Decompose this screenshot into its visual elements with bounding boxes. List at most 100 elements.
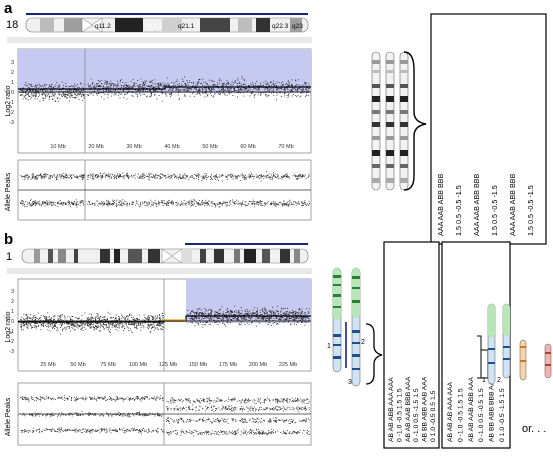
scatter-point (73, 85, 75, 87)
scatter-point (92, 82, 94, 83)
scatter-point (178, 85, 180, 87)
scatter-point (151, 397, 153, 399)
scatter-point (266, 83, 268, 85)
scatter-point (175, 90, 177, 91)
x-tick: 125 Mb (159, 362, 177, 368)
scatter-point (23, 318, 25, 320)
scatter-point (276, 310, 278, 312)
scatter-point (82, 177, 83, 179)
scatter-point (34, 400, 35, 402)
scatter-point (219, 309, 221, 310)
scatter-point (102, 176, 104, 177)
scatter-point (154, 94, 156, 95)
scatter-point (204, 199, 206, 201)
scatter-point (156, 318, 158, 320)
scatter-point (287, 84, 289, 86)
scatter-point (76, 202, 77, 204)
scatter-point (267, 316, 269, 318)
scatter-point (83, 323, 85, 325)
scatter-point (178, 176, 180, 178)
scatter-point (196, 84, 198, 86)
scatter-point (44, 84, 46, 85)
scatter-point (301, 312, 303, 314)
scatter-point (207, 309, 209, 311)
scatter-point (20, 397, 22, 398)
scatter-point (300, 92, 302, 94)
scatter-point (210, 310, 212, 312)
scatter-point (230, 176, 232, 178)
scatter-point (106, 89, 107, 91)
scatter-point (63, 93, 65, 95)
scatter-point (305, 95, 306, 97)
scatter-point (95, 326, 97, 328)
scatter-point (226, 312, 228, 313)
scatter-point (299, 203, 300, 205)
scatter-point (161, 177, 163, 178)
scatter-point (237, 311, 239, 313)
scatter-point (283, 175, 285, 177)
scatter-point (265, 175, 267, 176)
scatter-point (219, 174, 221, 176)
scatter-point (193, 204, 195, 206)
scatter-point (112, 199, 114, 201)
scatter-point (90, 78, 92, 80)
scatter-point (67, 92, 69, 94)
scatter-point (274, 176, 276, 178)
scatter-point (96, 315, 98, 317)
scatter-point (66, 203, 68, 205)
scatter-point (118, 87, 119, 89)
scatter-point (195, 321, 197, 323)
scatter-point (282, 175, 284, 177)
scatter-point (262, 205, 264, 206)
scatter-point (117, 327, 118, 329)
scatter-point (29, 89, 31, 91)
scatter-point (288, 94, 290, 96)
scatter-point (216, 85, 218, 87)
scatter-point (229, 200, 231, 202)
scatter-point (94, 398, 96, 399)
scatter-point (290, 323, 291, 325)
band-label: q23 (292, 23, 303, 30)
scatter-point (287, 177, 289, 178)
scatter-point (308, 87, 310, 89)
scatter-point (111, 177, 112, 179)
scatter-point (22, 323, 24, 325)
scatter-point (295, 317, 297, 319)
scatter-point (301, 312, 303, 314)
scatter-point (26, 324, 28, 325)
scatter-point (95, 318, 96, 320)
scatter-point (43, 315, 44, 317)
scatter-point (152, 177, 153, 178)
scatter-point (75, 399, 77, 401)
scatter-point (71, 327, 73, 328)
scatter-point (130, 176, 132, 178)
scatter-point (195, 177, 197, 179)
scatter-point (127, 202, 128, 204)
scatter-point (25, 201, 27, 202)
scatter-point (204, 90, 206, 92)
scatter-point (107, 174, 109, 176)
scatter-point (186, 175, 187, 177)
scatter-point (159, 178, 161, 180)
scatter-point (118, 325, 120, 326)
scatter-point (222, 90, 224, 92)
scatter-point (53, 92, 55, 94)
scatter-point (159, 87, 160, 89)
scatter-point (207, 93, 209, 95)
chromosome-copies (371, 51, 409, 191)
scatter-point (217, 318, 219, 320)
scatter-point (114, 324, 116, 326)
scatter-point (250, 317, 252, 319)
scatter-point (26, 175, 28, 177)
scatter-point (62, 323, 64, 324)
scatter-point (235, 177, 237, 179)
scatter-point (237, 96, 238, 98)
scatter-point (253, 312, 255, 314)
scatter-point (196, 311, 198, 313)
scatter-point (126, 173, 128, 175)
scatter-point (121, 205, 123, 206)
scatter-point (226, 176, 228, 177)
scatter-point (80, 328, 82, 330)
scatter-point (142, 201, 143, 203)
scatter-point (252, 201, 254, 203)
